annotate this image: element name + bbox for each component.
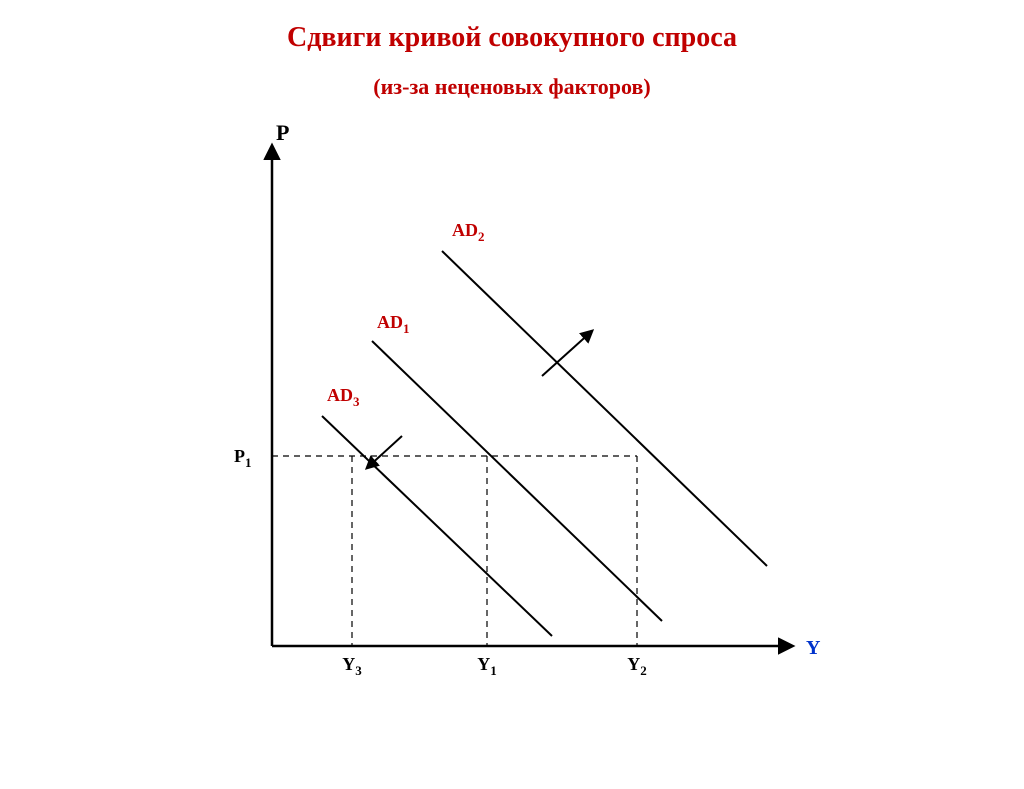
chart-title: Сдвиги кривой совокупного спроса [0,22,1024,54]
chart-container: PYP1Y3Y1Y2AD3AD1AD2 [0,106,1024,706]
chart-subtitle: (из-за неценовых факторов) [0,74,1024,100]
y-axis-label: P [276,120,289,145]
x-axis-label: Y [806,637,821,659]
chart-svg: PYP1Y3Y1Y2AD3AD1AD2 [152,106,872,706]
